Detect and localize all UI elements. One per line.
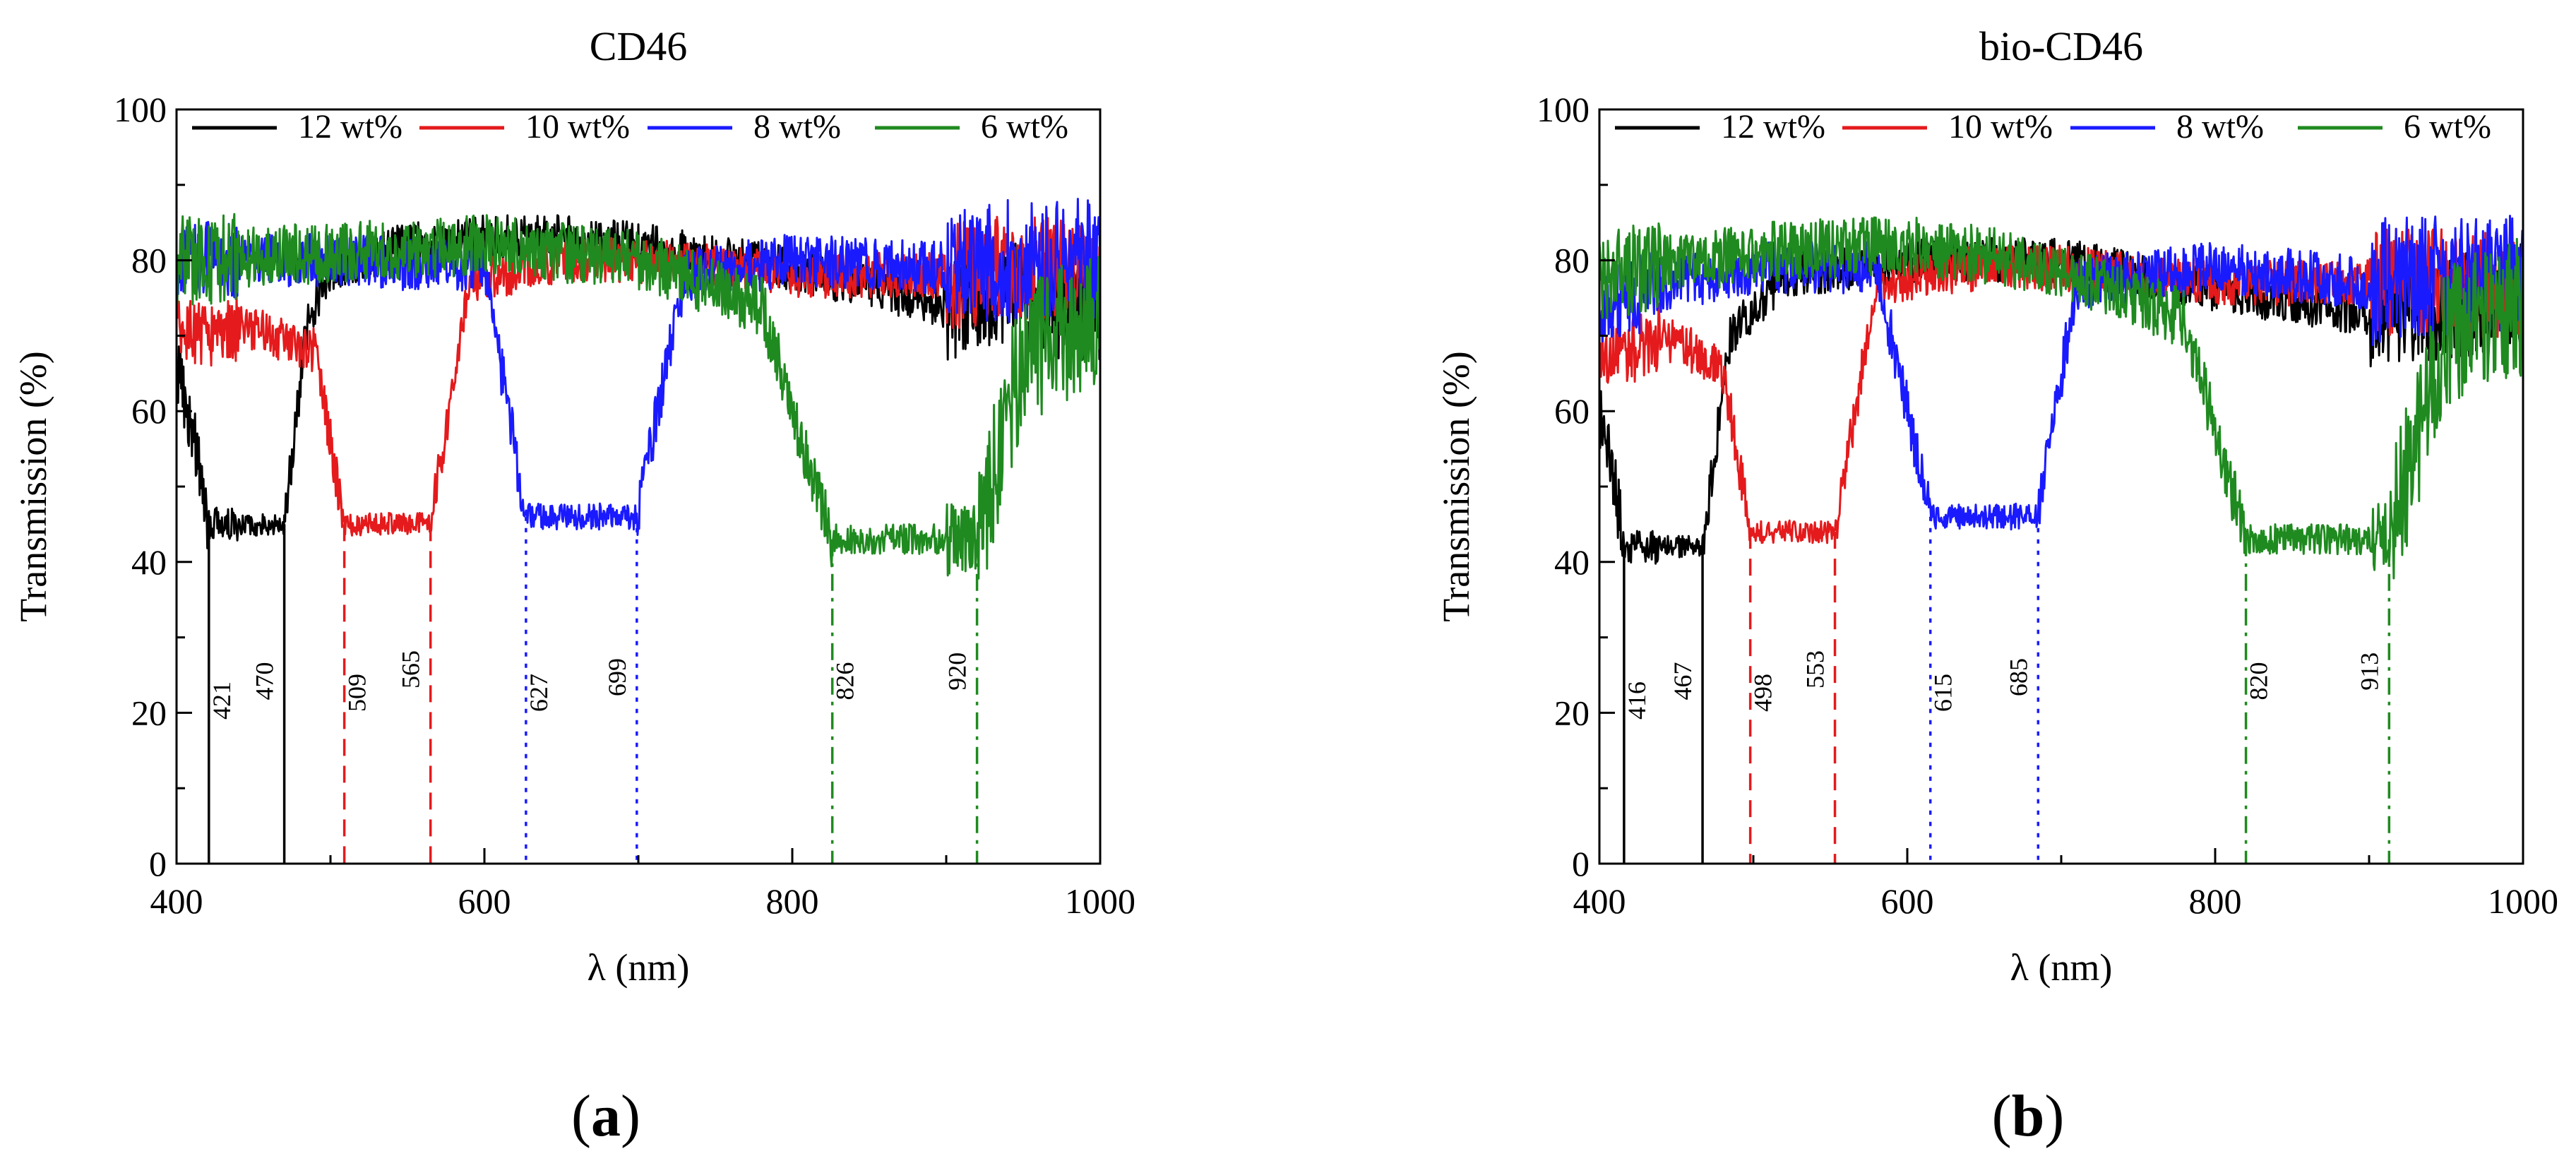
chart-title: bio-CD46 [1979,23,2143,69]
y-tick-label: 80 [1554,241,1590,280]
legend-label: 10 wt% [525,108,630,145]
cutoff-label-699: 699 [603,658,631,696]
x-axis-label: λ (nm) [2010,946,2113,989]
y-axis-label: Transmission (%) [12,351,54,622]
legend-label: 8 wt% [2176,108,2264,145]
x-tick-label: 600 [458,881,511,921]
cutoff-label-685: 685 [2004,658,2032,696]
x-tick-label: 800 [2189,881,2242,921]
x-tick-label: 400 [150,881,203,921]
x-axis-label: λ (nm) [588,946,690,989]
cutoff-label-509: 509 [343,674,371,712]
series-group [1599,215,2523,580]
y-tick-label: 60 [131,391,167,431]
cutoff-label-498: 498 [1749,674,1777,712]
plot-frame [175,108,1102,865]
legend-item-8-wt: 8 wt% [2070,108,2264,145]
y-tick-label: 60 [1554,391,1590,431]
panel-label-a: (a) [571,1083,640,1149]
x-tick-label: 1000 [1065,881,1135,921]
legend-item-12-wt: 12 wt% [192,108,402,145]
series-line-6-wt [177,213,1100,580]
cutoff-label-627: 627 [525,674,553,712]
legend-label: 6 wt% [2404,108,2491,145]
cutoff-label-467: 467 [1669,662,1697,701]
cutoff-label-615: 615 [1929,674,1957,712]
legend-label: 12 wt% [298,108,402,145]
cutoff-label-553: 553 [1801,650,1830,689]
y-tick-label: 100 [1537,90,1590,129]
y-tick-label: 0 [149,844,167,883]
cutoff-label-565: 565 [397,650,425,689]
panel-label-b: (b) [1992,1083,2065,1149]
y-axis-label: Transmission (%) [1435,351,1477,622]
legend-item-12-wt: 12 wt% [1615,108,1825,145]
cutoff-label-416: 416 [1623,681,1651,720]
chart-title: CD46 [590,23,688,69]
cutoff-label-920: 920 [943,653,972,691]
y-tick-label: 80 [131,241,167,280]
x-tick-label: 800 [766,881,819,921]
x-tick-label: 1000 [2488,881,2558,921]
y-tick-label: 40 [1554,542,1590,582]
legend-label: 8 wt% [753,108,841,145]
series-group [177,198,1100,580]
y-tick-label: 20 [131,693,167,732]
legend-item-6-wt: 6 wt% [2298,108,2491,145]
legend-item-6-wt: 6 wt% [875,108,1068,145]
x-tick-label: 400 [1573,881,1626,921]
cutoff-label-820: 820 [2245,662,2273,701]
cutoff-label-470: 470 [251,662,279,701]
series-line-6-wt [1599,216,2523,580]
y-tick-label: 20 [1554,693,1590,732]
y-tick-label: 40 [131,542,167,582]
legend: 12 wt% 10 wt% 8 wt% 6 wt% [192,108,1068,145]
cutoff-label-913: 913 [2355,653,2383,691]
legend-label: 10 wt% [1948,108,2053,145]
legend-item-10-wt: 10 wt% [419,108,630,145]
legend-item-8-wt: 8 wt% [648,108,841,145]
legend-label: 12 wt% [1721,108,1825,145]
x-tick-label: 600 [1881,881,1934,921]
legend: 12 wt% 10 wt% 8 wt% 6 wt% [1615,108,2491,145]
legend-item-10-wt: 10 wt% [1842,108,2053,145]
cutoff-label-421: 421 [208,681,236,720]
legend-label: 6 wt% [981,108,1068,145]
cutoff-label-826: 826 [831,662,859,701]
y-tick-label: 0 [1572,844,1590,883]
y-tick-label: 100 [114,90,167,129]
